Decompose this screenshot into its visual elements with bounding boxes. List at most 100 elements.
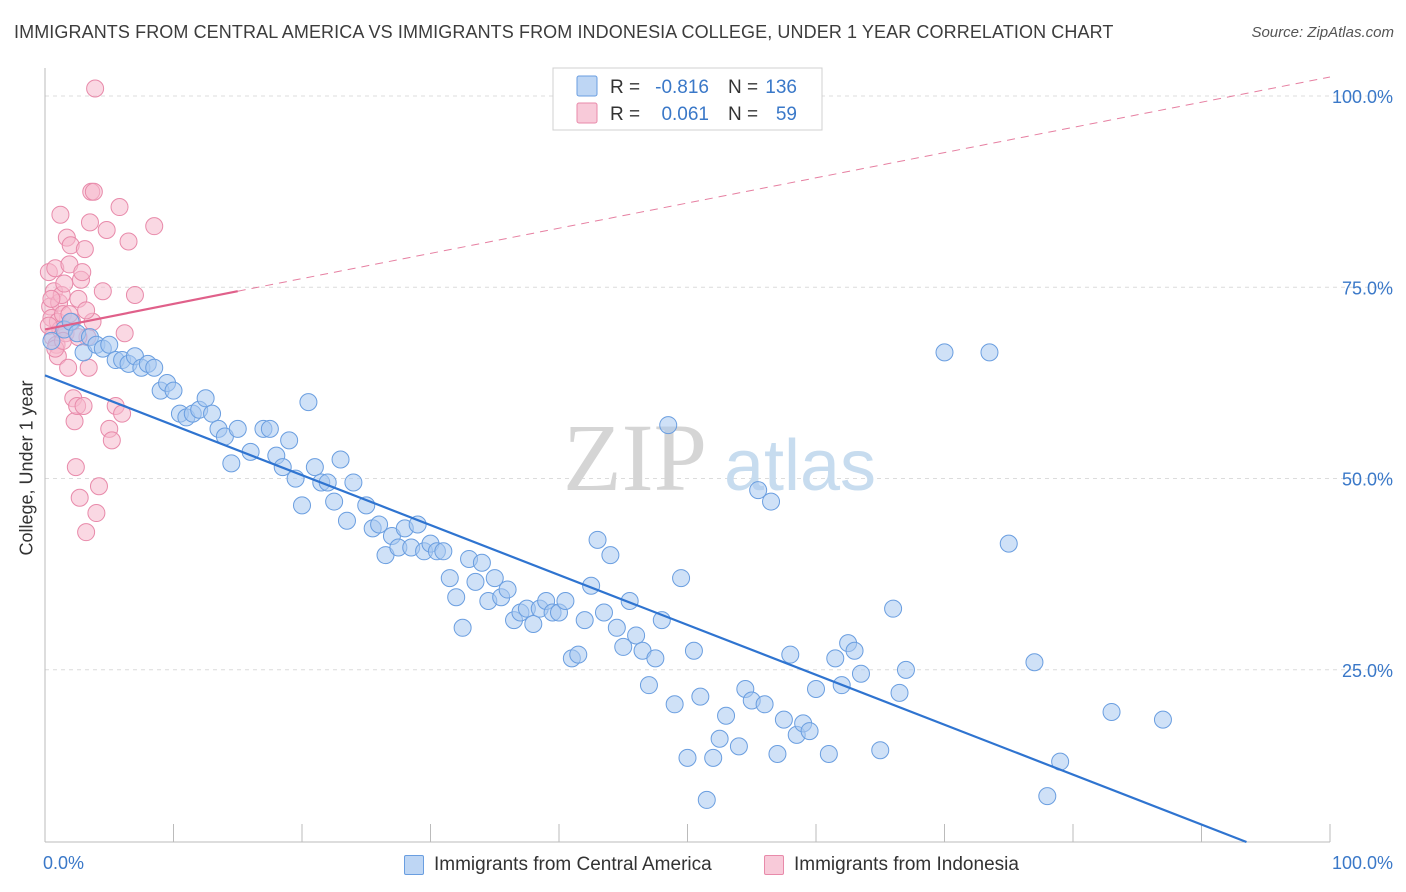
data-point-indonesia — [102, 431, 121, 450]
data-point-central-america — [337, 511, 356, 530]
bottom-legend: Immigrants from Central America Immigran… — [0, 852, 1406, 878]
legend-frame — [552, 67, 823, 131]
data-point-central-america — [826, 649, 845, 668]
data-point-central-america — [999, 534, 1018, 553]
data-point-central-america — [884, 599, 903, 618]
gridlines — [45, 95, 1392, 671]
y-tick-label: 75.0% — [1342, 278, 1393, 298]
source-label: Source: ZipAtlas.com — [1251, 24, 1394, 41]
data-point-central-america — [601, 546, 620, 565]
data-point-central-america — [145, 358, 164, 377]
data-point-central-america — [762, 492, 781, 511]
data-point-central-america — [659, 416, 678, 435]
data-point-central-america — [749, 481, 768, 500]
data-point-central-america — [472, 553, 491, 572]
data-point-central-america — [684, 641, 703, 660]
bottom-legend-item-central-america[interactable]: Immigrants from Central America — [404, 852, 712, 878]
data-point-indonesia — [115, 324, 134, 343]
x-tick-label-max: 100.0% — [1332, 853, 1393, 873]
trend-line-central-america — [44, 374, 1247, 844]
data-point-indonesia — [70, 488, 89, 507]
data-point-central-america — [498, 580, 517, 599]
data-point-central-america — [1153, 710, 1172, 729]
legend: R = -0.816 N = 136 R = 0.061 N = 59 — [552, 67, 823, 131]
data-point-central-america — [1102, 702, 1121, 721]
data-point-central-america — [485, 569, 504, 588]
axes — [44, 68, 1331, 843]
data-point-central-america — [774, 710, 793, 729]
x-tick-label-min: 0.0% — [43, 853, 84, 873]
data-point-central-america — [196, 389, 215, 408]
data-point-central-america — [607, 618, 626, 637]
data-point-central-america — [466, 572, 485, 591]
data-point-indonesia — [66, 458, 85, 477]
data-point-central-america — [164, 381, 183, 400]
data-point-central-america — [594, 603, 613, 622]
data-point-central-america — [344, 473, 363, 492]
data-point-central-america — [845, 641, 864, 660]
data-point-indonesia — [73, 263, 92, 282]
bottom-legend-item-indonesia[interactable]: Immigrants from Indonesia — [764, 852, 1019, 878]
legend-n-value-1: 136 — [765, 77, 797, 98]
data-point-central-america — [851, 664, 870, 683]
tick-labels: 25.0% 50.0% 75.0% 100.0% 0.0% 100.0% — [43, 87, 1393, 873]
legend-r-label-2: R = — [610, 104, 640, 125]
data-point-central-america — [524, 614, 543, 633]
legend-r-label-1: R = — [610, 77, 640, 98]
legend-n-value-2: 59 — [776, 104, 797, 125]
data-point-central-america — [434, 542, 453, 561]
legend-n-label-1: N = — [728, 77, 758, 98]
data-point-central-america — [1038, 787, 1057, 806]
data-point-central-america — [331, 450, 350, 469]
data-point-central-america — [627, 626, 646, 645]
data-point-indonesia — [39, 316, 58, 335]
data-point-indonesia — [86, 79, 105, 98]
data-point-central-america — [614, 637, 633, 656]
data-point-indonesia — [42, 289, 61, 308]
data-point-central-america — [575, 611, 594, 630]
data-point-central-america — [691, 687, 710, 706]
data-point-indonesia — [93, 282, 112, 301]
data-point-central-america — [697, 790, 716, 809]
data-point-central-america — [800, 722, 819, 741]
data-point-central-america — [299, 393, 318, 412]
y-tick-label: 100.0% — [1332, 87, 1393, 107]
data-point-central-america — [819, 745, 838, 764]
watermark-zip: ZIP — [563, 404, 707, 511]
legend-swatch-pink — [576, 102, 598, 124]
data-point-central-america — [222, 454, 241, 473]
data-point-central-america — [42, 331, 61, 350]
y-tick-label: 50.0% — [1342, 470, 1393, 490]
data-point-indonesia — [59, 358, 78, 377]
data-point-central-america — [704, 748, 723, 767]
data-point-indonesia — [80, 213, 99, 232]
data-point-central-america — [717, 706, 736, 725]
data-point-central-america — [1025, 653, 1044, 672]
data-point-indonesia — [55, 274, 74, 293]
data-point-central-america — [588, 530, 607, 549]
data-point-central-america — [447, 588, 466, 607]
data-point-indonesia — [75, 240, 94, 259]
chart-title: IMMIGRANTS FROM CENTRAL AMERICA VS IMMIG… — [14, 22, 1114, 42]
data-point-central-america — [305, 458, 324, 477]
data-point-central-america — [678, 748, 697, 767]
data-point-central-america — [370, 515, 389, 534]
data-point-indonesia — [145, 217, 164, 236]
data-point-indonesia — [89, 477, 108, 496]
data-point-indonesia — [97, 221, 116, 239]
data-point-central-america — [871, 741, 890, 760]
data-point-indonesia — [87, 504, 106, 523]
data-point-central-america — [896, 660, 915, 679]
data-point-indonesia — [125, 286, 144, 305]
bottom-legend-label-central-america: Immigrants from Central America — [434, 854, 712, 875]
legend-swatch-indonesia — [764, 855, 784, 875]
data-point-central-america — [203, 404, 222, 423]
data-point-central-america — [890, 683, 909, 702]
series-indonesia-points — [39, 79, 164, 542]
legend-swatch-blue — [576, 75, 598, 97]
legend-n-label-2: N = — [728, 104, 758, 125]
y-tick-label: 25.0% — [1342, 661, 1393, 681]
trend-lines — [44, 76, 1331, 844]
data-point-central-america — [569, 645, 588, 664]
